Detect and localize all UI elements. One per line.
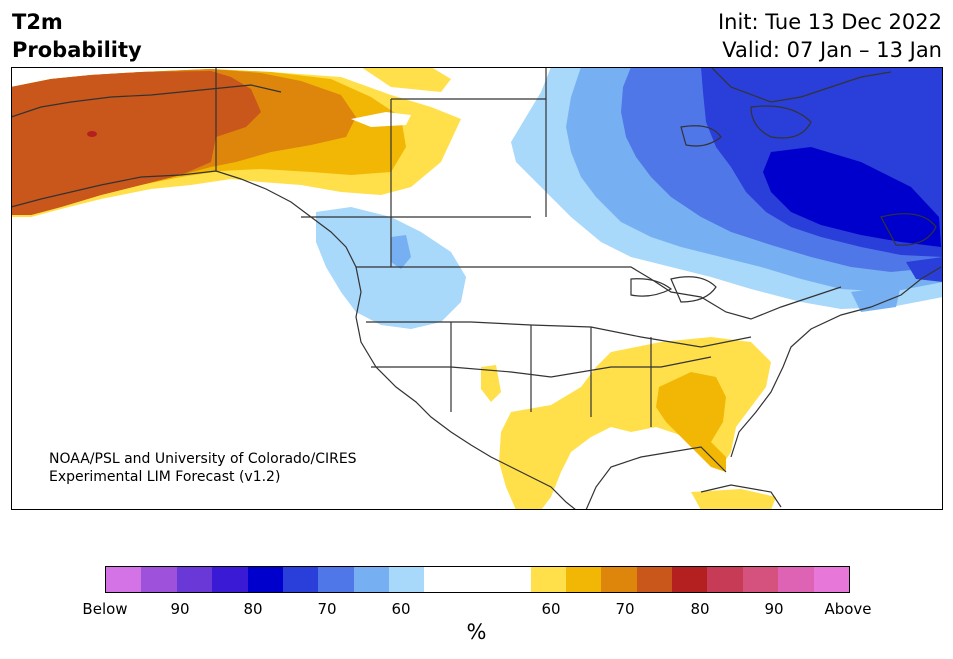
colorbar-segment xyxy=(141,567,177,592)
colorbar-unit: % xyxy=(466,620,487,644)
forecast-dates: Init: Tue 13 Dec 2022 Valid: 07 Jan – 13… xyxy=(718,8,942,64)
credit-line-1: NOAA/PSL and University of Colorado/CIRE… xyxy=(49,451,357,467)
colorbar-segment xyxy=(212,567,248,592)
title-type: Probability xyxy=(12,38,142,62)
colorbar-segment xyxy=(778,567,814,592)
colorbar-segment xyxy=(424,567,531,592)
title-variable: T2m xyxy=(12,10,63,34)
credit-line-2: Experimental LIM Forecast (v1.2) xyxy=(49,469,281,485)
colorbar-segment xyxy=(106,567,142,592)
colorbar-segment xyxy=(318,567,354,592)
colorbar-segment xyxy=(565,567,602,592)
colorbar-ticks: Below 90 80 70 60 60 70 80 90 Above xyxy=(0,600,953,620)
colorbar-tick-label: 90 xyxy=(170,600,190,618)
colorbar-segment xyxy=(672,567,708,592)
colorbar-tick-label: 80 xyxy=(243,600,263,618)
colorbar xyxy=(105,566,850,593)
colorbar-segment xyxy=(636,567,673,592)
colorbar-tick-label: 60 xyxy=(391,600,411,618)
colorbar-segment xyxy=(176,567,213,592)
chart-title: T2m Probability xyxy=(12,8,142,64)
colorbar-tick-label: Below xyxy=(82,600,128,618)
colorbar-tick-label: 70 xyxy=(615,600,635,618)
colorbar-segment xyxy=(530,567,566,592)
credit-text: NOAA/PSL and University of Colorado/CIRE… xyxy=(49,450,357,486)
colorbar-segment xyxy=(742,567,779,592)
valid-range: Valid: 07 Jan – 13 Jan xyxy=(722,38,942,62)
colorbar-tick-label: 60 xyxy=(541,600,561,618)
colorbar-tick-label: Above xyxy=(824,600,872,618)
coastlines-and-borders xyxy=(11,67,942,510)
colorbar-tick-label: 70 xyxy=(317,600,337,618)
colorbar-segment xyxy=(707,567,743,592)
cold-anomaly-pacific-northwest xyxy=(316,207,466,329)
warm-anomaly-southeast xyxy=(481,337,776,510)
colorbar-segment xyxy=(247,567,283,592)
colorbar-tick-label: 90 xyxy=(764,600,784,618)
forecast-map xyxy=(11,67,943,510)
colorbar-segment xyxy=(282,567,319,592)
colorbar-segment xyxy=(353,567,389,592)
colorbar-segment xyxy=(601,567,637,592)
colorbar-segment xyxy=(389,567,425,592)
cold-anomaly-northeast xyxy=(511,67,943,312)
init-date: Init: Tue 13 Dec 2022 xyxy=(717,10,942,34)
colorbar-segment xyxy=(813,567,849,592)
colorbar-tick-label: 80 xyxy=(690,600,710,618)
